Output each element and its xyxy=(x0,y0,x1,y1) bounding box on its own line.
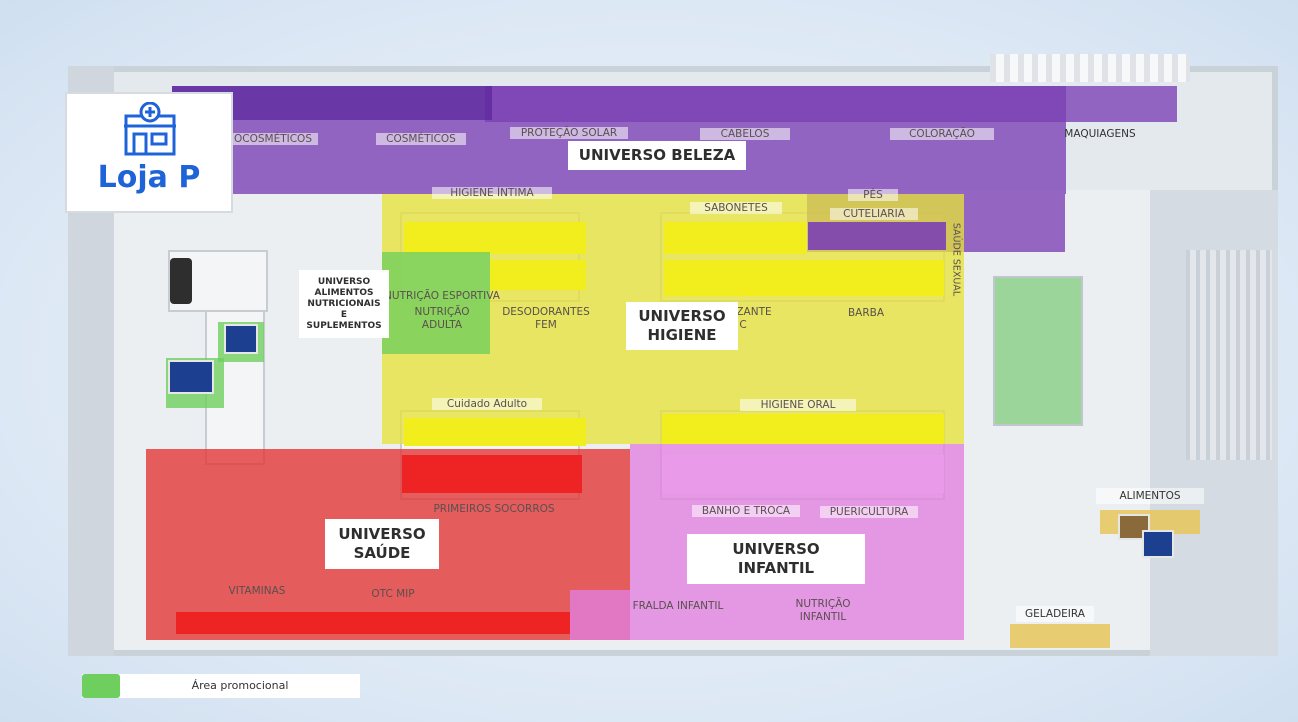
label-coloracao: COLORAÇÃO xyxy=(890,128,994,140)
bar-sabonetes xyxy=(664,222,806,254)
universe-saude: UNIVERSO SAÚDE xyxy=(325,519,439,569)
label-higiene-intima: HIGIENE ÍNTIMA xyxy=(432,187,552,199)
universe-higiene-line2: HIGIENE xyxy=(647,326,717,344)
register-icon xyxy=(170,258,192,304)
bar-desodorantes xyxy=(490,260,586,290)
label-desodorantes-2: FEM xyxy=(535,319,557,331)
zone-nutricao xyxy=(382,252,490,354)
label-higiene-oral: HIGIENE ORAL xyxy=(740,399,856,411)
label-c: C xyxy=(739,319,747,331)
universe-alimentos-line2: ALIMENTOS xyxy=(314,287,374,298)
label-primeiros-socorros: PRIMEIROS SOCORROS xyxy=(433,503,555,515)
label-fralda-infantil: FRALDA INFANTIL xyxy=(632,600,724,612)
bar-cutelaria xyxy=(808,222,946,250)
bar-banho-troca xyxy=(662,455,944,493)
label-cuidado-adulto: Cuidado Adulto xyxy=(432,398,542,410)
universe-alimentos: UNIVERSO ALIMENTOS NUTRICIONAIS E SUPLEM… xyxy=(299,270,389,338)
label-zante: ZANTE xyxy=(736,306,772,318)
universe-infantil: UNIVERSO INFANTIL xyxy=(687,534,865,584)
universe-alimentos-line5: SUPLEMENTOS xyxy=(306,320,382,331)
bar-barba xyxy=(664,260,944,296)
label-nutricao-esportiva: NUTRIÇÃO ESPORTIVA xyxy=(384,290,500,302)
label-cutelaria: CUTELIARIA xyxy=(830,208,918,220)
pharmacy-store-icon xyxy=(124,102,176,156)
bar-vitaminas-otc xyxy=(176,612,570,634)
universe-alimentos-line4: E xyxy=(340,309,348,320)
product-box-2 xyxy=(168,360,214,394)
bar-primeiros-socorros xyxy=(402,455,582,493)
label-pes: PÉS xyxy=(848,189,898,201)
universe-alimentos-line1: UNIVERSO xyxy=(317,276,371,287)
universe-alimentos-line3: NUTRICIONAIS xyxy=(307,298,381,309)
bar-geladeira xyxy=(1010,624,1110,648)
label-puericultura: PUERICULTURA xyxy=(820,506,918,518)
label-protecao-solar: PROTEÇÃO SOLAR xyxy=(510,127,628,139)
zone-beleza-top xyxy=(485,86,1177,122)
label-geladeira: GELADEIRA xyxy=(1016,606,1094,622)
label-cabelos: CABELOS xyxy=(700,128,790,140)
label-barba: BARBA xyxy=(847,307,885,319)
back-window xyxy=(990,54,1190,82)
universe-saude-line1: UNIVERSO xyxy=(338,525,426,543)
label-cosmeticos: COSMÉTICOS xyxy=(376,133,466,145)
label-maquiagens: MAQUIAGENS xyxy=(1064,128,1136,140)
label-dermocosmeticos: OCOSMÉTICOS xyxy=(228,133,318,145)
label-banho-troca: BANHO E TROCA xyxy=(692,505,800,517)
entrance-door xyxy=(1186,250,1272,460)
legend-swatch-promo xyxy=(82,674,120,698)
label-sabonetes: SABONETES xyxy=(690,202,782,214)
universe-infantil-line2: INFANTIL xyxy=(737,559,815,577)
legend-label: Área promocional xyxy=(191,679,289,692)
store-name: Loja P xyxy=(97,160,201,195)
product-box-1 xyxy=(224,324,258,354)
store-logo-card: Loja P xyxy=(65,92,233,213)
universe-higiene-line1: UNIVERSO xyxy=(638,307,726,325)
label-vitaminas: VITAMINAS xyxy=(228,585,286,597)
universe-beleza: UNIVERSO BELEZA xyxy=(568,141,746,170)
legend xyxy=(82,674,360,698)
bar-higiene-oral xyxy=(662,414,944,444)
label-alimentos: ALIMENTOS xyxy=(1096,488,1204,504)
zone-infantil-bottom xyxy=(570,590,630,640)
bar-cuidado-adulto xyxy=(404,418,586,446)
universe-higiene: UNIVERSO HIGIENE xyxy=(626,302,738,350)
label-desodorantes-1: DESODORANTES xyxy=(502,306,590,318)
label-otc-mip: OTC MIP xyxy=(371,588,415,600)
label-nutricao-infantil-2: INFANTIL xyxy=(799,611,847,623)
fridge-green xyxy=(993,276,1083,426)
universe-saude-line2: SAÚDE xyxy=(353,544,411,562)
label-nutricao-adulta-1: NUTRIÇÃO xyxy=(414,306,470,318)
label-nutricao-infantil-1: NUTRIÇÃO xyxy=(795,598,851,610)
product-box-4 xyxy=(1142,530,1174,558)
label-saude-sexual: SAÚDE SEXUAL xyxy=(950,222,962,297)
label-nutricao-adulta-2: ADULTA xyxy=(421,319,463,331)
bar-higiene-intima xyxy=(404,222,586,254)
universe-infantil-line1: UNIVERSO xyxy=(732,540,820,558)
